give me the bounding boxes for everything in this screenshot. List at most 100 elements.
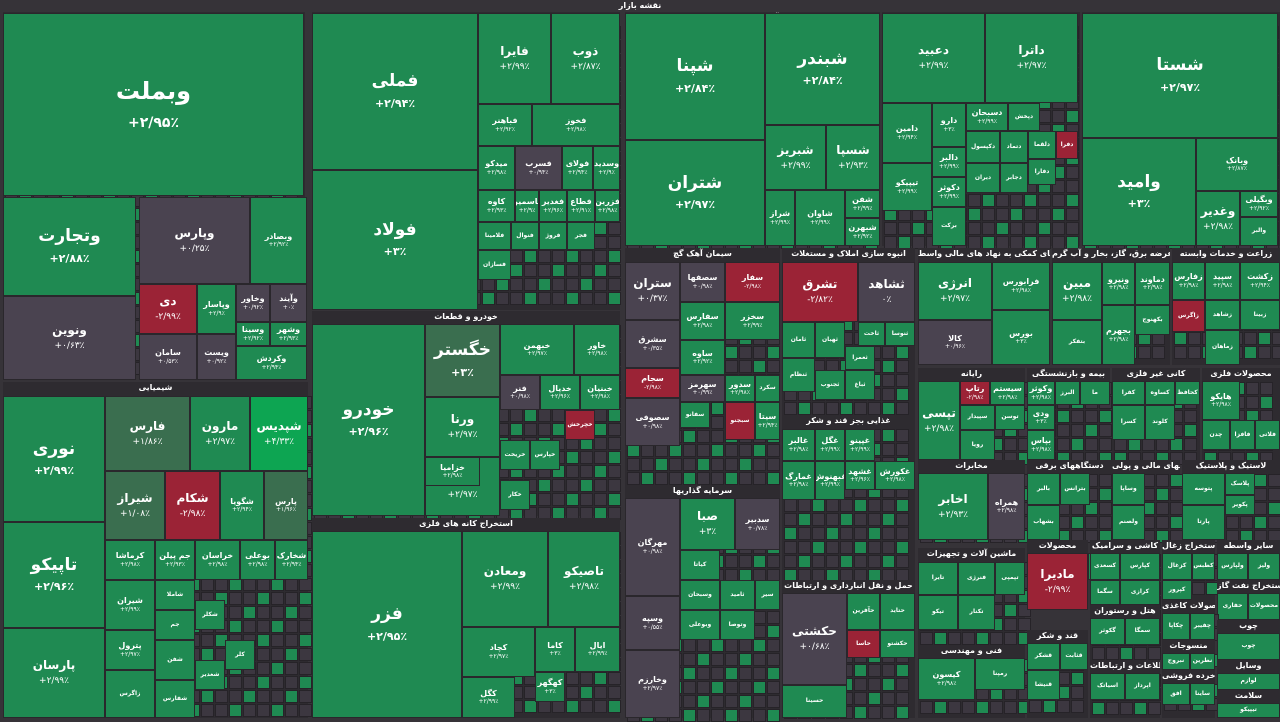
stock-tile[interactable]: ثشاهد ۰٪: [858, 262, 915, 322]
stock-tile[interactable]: دپخش+۲/۹۹٪: [1008, 103, 1040, 131]
stock-tile[interactable]: ونیرو +۲/۹۸٪: [1102, 262, 1135, 305]
stock-tile[interactable]: زماهان+۲/۹۸٪: [1205, 330, 1240, 365]
stock-tile[interactable]: تپمپی+۲/۹۸٪: [995, 562, 1025, 595]
stock-tile[interactable]: تیکو+۲/۹۸٪: [918, 595, 958, 630]
stock-tile[interactable]: خکار+۲/۹۹٪: [500, 480, 530, 510]
stock-tile[interactable]: فافزا+۲/۹۸٪: [1230, 420, 1255, 450]
stock-tile[interactable]: سفانو+۲/۹۵٪: [680, 402, 710, 428]
stock-tile[interactable]: سفار -۲/۹۸٪: [725, 262, 780, 302]
stock-tile[interactable]: ورنا +۲/۹۷٪: [425, 397, 500, 457]
stock-tile[interactable]: تاصیکو +۲/۹۸٪: [548, 531, 620, 627]
stock-tile[interactable]: بکهنوج+۲/۹۸٪: [1135, 305, 1170, 335]
stock-tile[interactable]: وبملت +۲/۹۵٪: [3, 13, 304, 196]
stock-tile[interactable]: هایکو +۲/۹۸٪: [1202, 381, 1240, 420]
stock-tile[interactable]: شبندر +۲/۸۴٪: [765, 13, 880, 125]
stock-tile[interactable]: سمگا+۲/۹۸٪: [1125, 618, 1160, 645]
stock-tile[interactable]: فولای +۲/۹۴٪: [562, 146, 593, 190]
stock-tile[interactable]: وغدیر +۲/۹۸٪: [1196, 191, 1240, 246]
stock-tile[interactable]: حکشتو+۲/۹۸٪: [880, 630, 915, 658]
stock-tile[interactable]: کچاد +۲/۹۷٪: [462, 627, 535, 677]
stock-tile[interactable]: دالبر +۲/۹۹٪: [932, 147, 966, 177]
stock-tile[interactable]: حآفرین+۲/۹۸٪: [847, 593, 880, 630]
stock-tile[interactable]: غپینو +۲/۹۹٪: [845, 429, 875, 461]
stock-tile[interactable]: خریخت+۲/۹۹٪: [500, 440, 530, 470]
stock-tile[interactable]: شگویا +۲/۹۴٪: [220, 471, 264, 540]
stock-tile[interactable]: خبنیان +۲/۹۸٪: [580, 375, 620, 410]
stock-tile[interactable]: کاوه +۲/۹۳٪: [478, 190, 515, 222]
stock-tile[interactable]: فایرا +۲/۹۹٪: [478, 13, 551, 104]
stock-tile[interactable]: فخوز +۲/۹۸٪: [532, 104, 620, 146]
stock-tile[interactable]: حکشتی +۰/۶۸٪: [782, 593, 847, 685]
stock-tile[interactable]: ایال +۲/۹۹٪: [575, 627, 620, 672]
stock-tile[interactable]: فسازان+۲/۹۴٪: [478, 250, 511, 280]
stock-tile[interactable]: تاپیکو +۲/۹۶٪: [3, 522, 105, 628]
stock-tile[interactable]: بترانس+۲/۹۹٪: [1060, 473, 1090, 505]
stock-tile[interactable]: ثجنوب+۲/۹۶٪: [815, 370, 845, 400]
stock-tile[interactable]: پارسان +۲/۹۹٪: [3, 628, 105, 718]
stock-tile[interactable]: نطرین+۲/۹۸٪: [1190, 653, 1215, 670]
stock-tile[interactable]: کپرور+۲/۹۸٪: [1162, 580, 1192, 600]
stock-tile[interactable]: پارتا+۲/۹۸٪: [1182, 505, 1225, 540]
stock-tile[interactable]: تکنار+۲/۹۸٪: [958, 595, 995, 630]
stock-tile[interactable]: اسیاتک+۲/۹۸٪: [1090, 673, 1125, 700]
stock-tile[interactable]: ودی +۳٪: [1027, 405, 1055, 430]
stock-tile[interactable]: کاما +۳٪: [535, 627, 575, 672]
stock-tile[interactable]: خپارس+۲/۹۸٪: [530, 440, 560, 470]
stock-tile[interactable]: سجام -۲/۹۸٪: [625, 368, 680, 398]
stock-tile[interactable]: وساپا+۲/۹۸٪: [1112, 473, 1145, 505]
stock-tile[interactable]: شغدیر+۲/۹۹٪: [195, 660, 225, 690]
stock-tile[interactable]: دجابر+۲/۹۹٪: [1000, 163, 1028, 193]
stock-tile[interactable]: فزر +۲/۹۵٪: [312, 531, 462, 718]
stock-tile[interactable]: مبین +۲/۹۸٪: [1052, 262, 1102, 320]
stock-tile[interactable]: دفرا-۳٪: [1056, 131, 1078, 159]
stock-tile[interactable]: شستا +۲/۹۷٪: [1082, 13, 1278, 138]
stock-tile[interactable]: وبگیلی +۲/۹۲٪: [1240, 191, 1278, 217]
stock-tile[interactable]: کیاتا+۲/۹۸٪: [680, 550, 720, 580]
stock-tile[interactable]: سیستم +۲/۹۸٪: [990, 381, 1025, 405]
stock-tile[interactable]: مارون +۲/۹۷٪: [190, 396, 250, 471]
stock-tile[interactable]: شبریز +۲/۹۹٪: [765, 125, 826, 190]
stock-tile[interactable]: وپارس +۰/۲۵٪: [139, 197, 250, 284]
stock-tile[interactable]: زاگرس-۳٪: [1172, 300, 1205, 332]
stock-tile[interactable]: فزرین +۲/۹۸٪: [595, 190, 620, 222]
stock-tile[interactable]: حسینا+۲/۹۸٪: [782, 685, 847, 718]
stock-tile[interactable]: بپاس +۲/۹۸٪: [1027, 430, 1055, 460]
stock-tile[interactable]: بجهرم +۲/۹۸٪: [1102, 305, 1135, 365]
stock-tile[interactable]: نوری +۲/۹۹٪: [3, 396, 105, 522]
stock-tile[interactable]: شپنا +۲/۸۴٪: [625, 13, 765, 140]
stock-tile[interactable]: ولپارس+۲/۹۸٪: [1217, 553, 1248, 580]
stock-tile[interactable]: بتفکر+۲/۹۸٪: [1052, 320, 1102, 365]
stock-tile[interactable]: دامین +۲/۹۴٪: [882, 103, 932, 163]
stock-tile[interactable]: شسپا +۲/۹۳٪: [826, 125, 880, 190]
stock-tile[interactable]: غکورش +۲/۹۸٪: [875, 461, 915, 490]
stock-tile[interactable]: بورس +۳٪: [992, 310, 1050, 365]
stock-tile[interactable]: پکویر+۲/۹۸٪: [1225, 495, 1255, 515]
stock-tile[interactable]: شتران +۲/۹۷٪: [625, 140, 765, 246]
stock-tile[interactable]: شخارک +۲/۹۴٪: [275, 540, 308, 580]
stock-tile[interactable]: دسبحان +۲/۹۹٪: [966, 103, 1008, 131]
stock-tile[interactable]: دفارا+۲/۹۹٪: [1028, 159, 1056, 185]
stock-tile[interactable]: قنیشا+۲/۹۸٪: [1027, 670, 1060, 700]
stock-tile[interactable]: وآیند +۰٪: [270, 284, 307, 322]
stock-tile[interactable]: فجر+۲/۹۹٪: [567, 222, 595, 250]
stock-tile[interactable]: رویا+۲/۹۴٪: [960, 430, 995, 460]
stock-tile[interactable]: افق+۲/۹۸٪: [1162, 683, 1190, 705]
stock-tile[interactable]: ساوه +۲/۹۲٪: [680, 340, 725, 375]
stock-tile[interactable]: وامید +۳٪: [1082, 138, 1196, 246]
stock-tile[interactable]: خودرو +۲/۹۶٪: [312, 324, 425, 516]
stock-tile[interactable]: وتوصا+۲/۹۸٪: [720, 610, 755, 640]
stock-tile[interactable]: ونوین +۰/۶۳٪: [3, 296, 136, 380]
stock-tile[interactable]: کرازی+۲/۹۸٪: [1120, 580, 1160, 605]
stock-tile[interactable]: تایرا+۲/۹۸٪: [918, 562, 958, 595]
stock-tile[interactable]: شیران +۲/۹۹٪: [105, 580, 155, 630]
stock-tile[interactable]: دارو +۳٪: [932, 103, 966, 147]
stock-tile[interactable]: فباهنر +۲/۹۲٪: [478, 104, 532, 146]
stock-tile[interactable]: دی -۲/۹۹٪: [139, 284, 197, 334]
stock-tile[interactable]: ثامان+۲/۹۸٪: [782, 322, 815, 358]
stock-tile[interactable]: شپدیس +۴/۳۳٪: [250, 396, 308, 471]
stock-tile[interactable]: دکوثر +۲/۹۹٪: [932, 177, 966, 207]
stock-tile[interactable]: وکوثر +۲/۹۸٪: [1027, 381, 1055, 405]
stock-tile[interactable]: سصفها +۰/۹۸٪: [680, 262, 725, 302]
stock-tile[interactable]: فنوال+۲/۹۴٪: [511, 222, 539, 250]
stock-tile[interactable]: ساینا+۲/۹۸٪: [1190, 683, 1215, 705]
